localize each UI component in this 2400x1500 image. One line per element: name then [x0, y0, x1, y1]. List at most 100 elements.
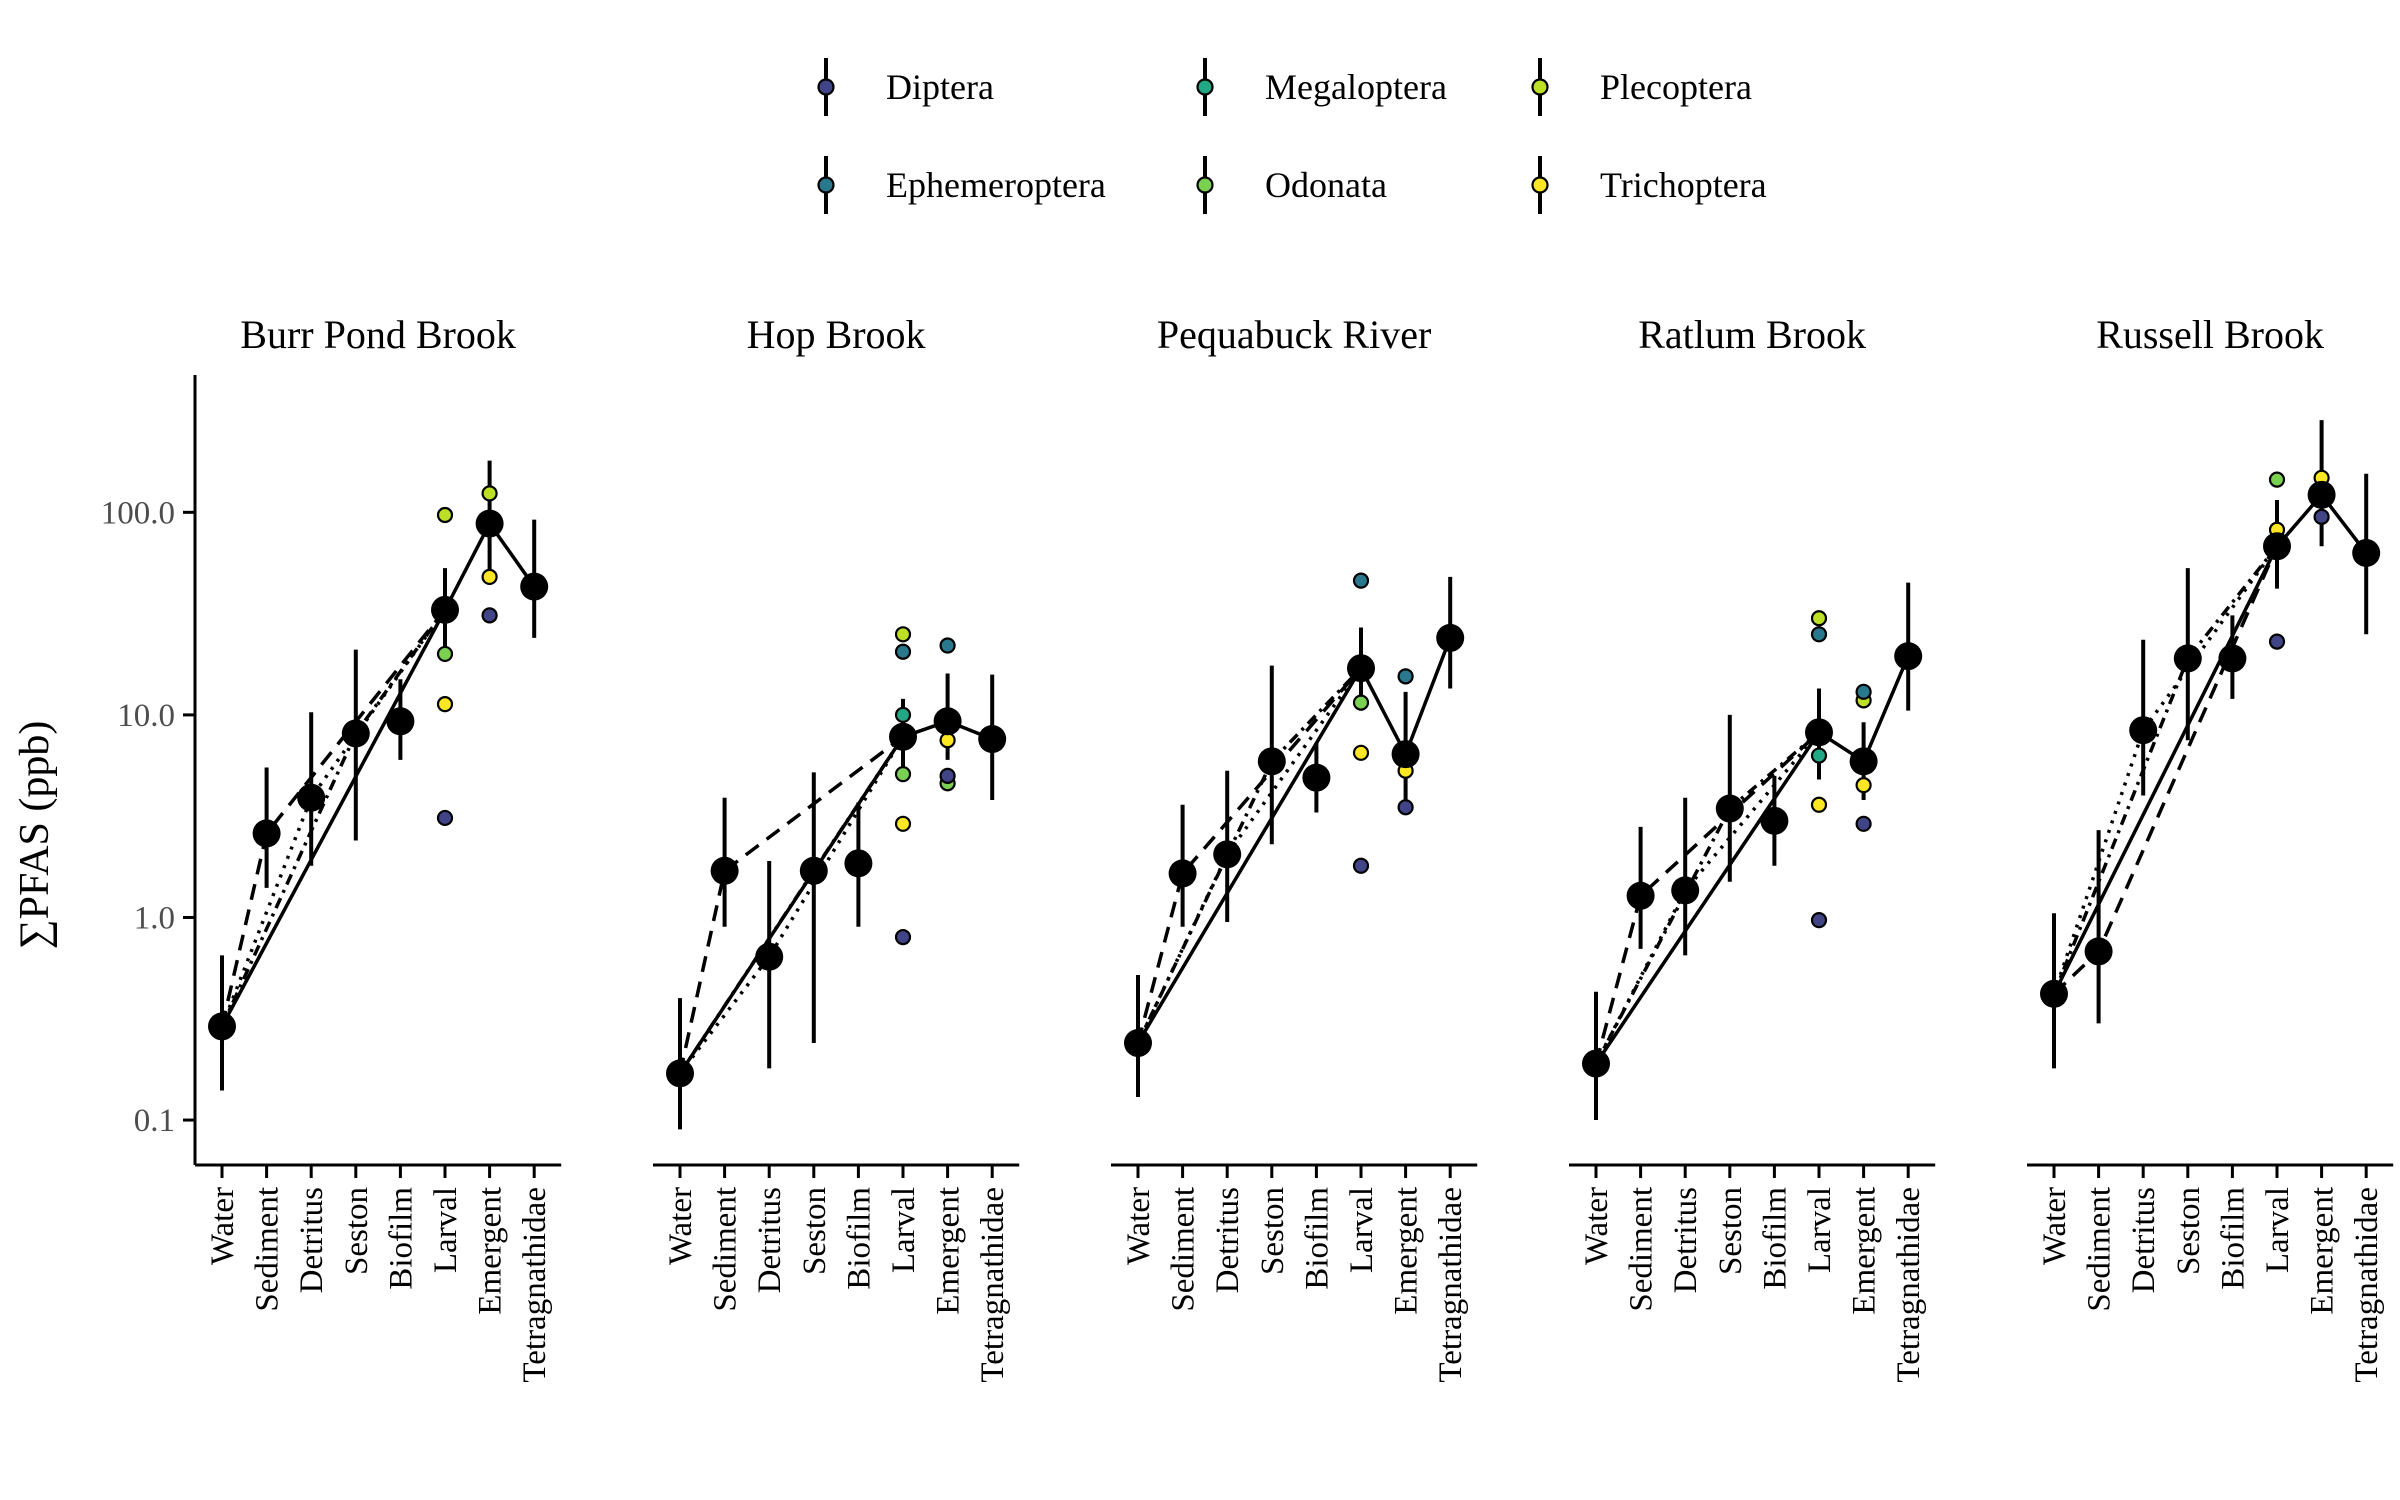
- x-tick-label: Seston: [2171, 1187, 2207, 1275]
- taxon-point-ephemeroptera: [1810, 626, 1828, 643]
- mean-point-larval: [431, 595, 459, 624]
- taxon-point-trichoptera: [1352, 744, 1370, 761]
- x-tick-label: Tetragnathidae: [2349, 1187, 2385, 1383]
- legend-key-dot: [1531, 78, 1549, 96]
- legend-key-dot: [817, 176, 835, 194]
- taxon-point-trichoptera: [481, 568, 498, 585]
- x-tick-label: Seston: [339, 1187, 375, 1275]
- taxon-point-diptera: [1397, 799, 1414, 816]
- mean-point-seston: [1257, 747, 1286, 776]
- mean-point-water: [208, 1012, 236, 1041]
- legend-key-dot: [1531, 176, 1549, 194]
- line-dotted: [2052, 545, 2279, 995]
- legend-label: Ephemeroptera: [886, 165, 1106, 205]
- line-dotted: [220, 608, 447, 1028]
- mean-point-emergent: [2307, 480, 2336, 509]
- taxon-point-odonata: [2268, 471, 2286, 488]
- taxon-point-ephemeroptera: [1855, 683, 1872, 700]
- legend-key-dot: [1196, 176, 1214, 194]
- mean-point-larval: [1805, 718, 1833, 747]
- x-tick-label: Biofilm: [383, 1187, 419, 1290]
- legend-key-dot: [817, 78, 835, 96]
- x-tick-label: Emergent: [473, 1187, 509, 1315]
- panel-pequabuck-river: Pequabuck River Water Sediment Detritus Sest…: [1111, 312, 1478, 1383]
- taxon-point-diptera: [1810, 912, 1828, 929]
- legend-item-plecoptera: Plecoptera: [1531, 58, 1752, 116]
- x-tick-label: Tetragnathidae: [1433, 1187, 1469, 1383]
- mean-point-tetragnathidae: [978, 725, 1007, 754]
- panel-title: Hop Brook: [747, 312, 926, 357]
- x-tick-label: Seston: [1713, 1187, 1749, 1275]
- taxon-point-megaloptera: [894, 706, 912, 724]
- taxon-point-diptera: [939, 767, 956, 784]
- x-tick-label: Seston: [1255, 1187, 1291, 1275]
- x-tick-label: Larval: [1344, 1187, 1380, 1273]
- line-solid: [1594, 655, 1910, 1065]
- mean-point-detritus: [755, 942, 784, 971]
- y-tick-label: 1.0: [134, 900, 175, 936]
- mean-point-larval: [889, 722, 917, 751]
- x-tick-label: Tetragnathidae: [517, 1187, 553, 1383]
- line-dotdash: [1136, 666, 1363, 1044]
- taxon-point-megaloptera: [1810, 747, 1828, 764]
- line-dashed: [220, 608, 447, 1027]
- taxon-point-diptera: [1855, 815, 1872, 832]
- mean-point-water: [1582, 1049, 1610, 1078]
- y-axis-label: ∑PFAS (ppb): [12, 721, 58, 950]
- panel-russell-brook: Russell Brook Water Sediment Detritus Seston…: [2027, 312, 2394, 1383]
- legend-item-odonata: Odonata: [1196, 156, 1387, 214]
- x-tick-label: Larval: [1802, 1187, 1838, 1273]
- taxon-point-diptera: [1352, 857, 1370, 874]
- taxon-point-odonata: [894, 766, 912, 783]
- legend-item-megaloptera: Megaloptera: [1196, 58, 1447, 116]
- mean-point-biofilm: [844, 849, 873, 878]
- x-tick-label: Sediment: [250, 1187, 286, 1312]
- mean-point-detritus: [1213, 840, 1242, 869]
- mean-point-emergent: [933, 707, 962, 736]
- x-tick-label: Sediment: [708, 1187, 744, 1312]
- x-tick-label: Sediment: [1166, 1187, 1202, 1312]
- mean-point-sediment: [1168, 859, 1197, 888]
- taxon-point-diptera: [2268, 633, 2286, 650]
- mean-point-tetragnathidae: [2352, 538, 2381, 567]
- taxon-point-odonata: [1352, 694, 1370, 711]
- x-tick-label: Detritus: [1210, 1187, 1246, 1293]
- y-tick-label: 0.1: [134, 1103, 175, 1139]
- taxon-point-ephemeroptera: [1352, 572, 1370, 589]
- legend-label: Odonata: [1265, 165, 1387, 205]
- mean-point-emergent: [1849, 747, 1878, 776]
- x-tick-label: Water: [1579, 1187, 1615, 1265]
- mean-point-seston: [2173, 644, 2202, 673]
- taxon-point-plecoptera: [481, 485, 498, 502]
- taxon-point-trichoptera: [939, 732, 956, 749]
- mean-point-detritus: [1671, 876, 1700, 905]
- mean-point-water: [2040, 979, 2068, 1008]
- mean-point-tetragnathidae: [1436, 623, 1465, 652]
- y-tick-label: 100.0: [101, 495, 175, 531]
- x-tick-label: Detritus: [294, 1187, 330, 1293]
- mean-point-sediment: [252, 819, 281, 848]
- x-tick-label: Larval: [428, 1187, 464, 1273]
- mean-point-water: [1124, 1029, 1152, 1058]
- panel-burr-pond-brook: Burr Pond Brook Water Sediment Detritus Sest…: [101, 312, 562, 1383]
- x-tick-label: Biofilm: [841, 1187, 877, 1290]
- x-tick-label: Biofilm: [1757, 1187, 1793, 1290]
- legend-key-dot: [1196, 78, 1214, 96]
- mean-point-seston: [341, 719, 370, 748]
- mean-point-sediment: [2084, 937, 2113, 966]
- x-tick-label: Emergent: [1847, 1187, 1883, 1315]
- x-tick-label: Detritus: [2126, 1187, 2162, 1293]
- x-tick-label: Detritus: [1668, 1187, 1704, 1293]
- taxon-point-diptera: [436, 809, 454, 827]
- x-tick-label: Emergent: [931, 1187, 967, 1315]
- panel-title: Pequabuck River: [1157, 312, 1431, 357]
- mean-point-emergent: [1391, 740, 1420, 769]
- x-tick-label: Biofilm: [1299, 1187, 1335, 1290]
- taxon-point-trichoptera: [894, 815, 912, 832]
- panel-title: Burr Pond Brook: [240, 312, 516, 357]
- mean-point-seston: [1715, 794, 1744, 823]
- mean-point-biofilm: [1302, 763, 1331, 792]
- legend-label: Megaloptera: [1265, 67, 1447, 107]
- legend-item-diptera: Diptera: [817, 58, 994, 116]
